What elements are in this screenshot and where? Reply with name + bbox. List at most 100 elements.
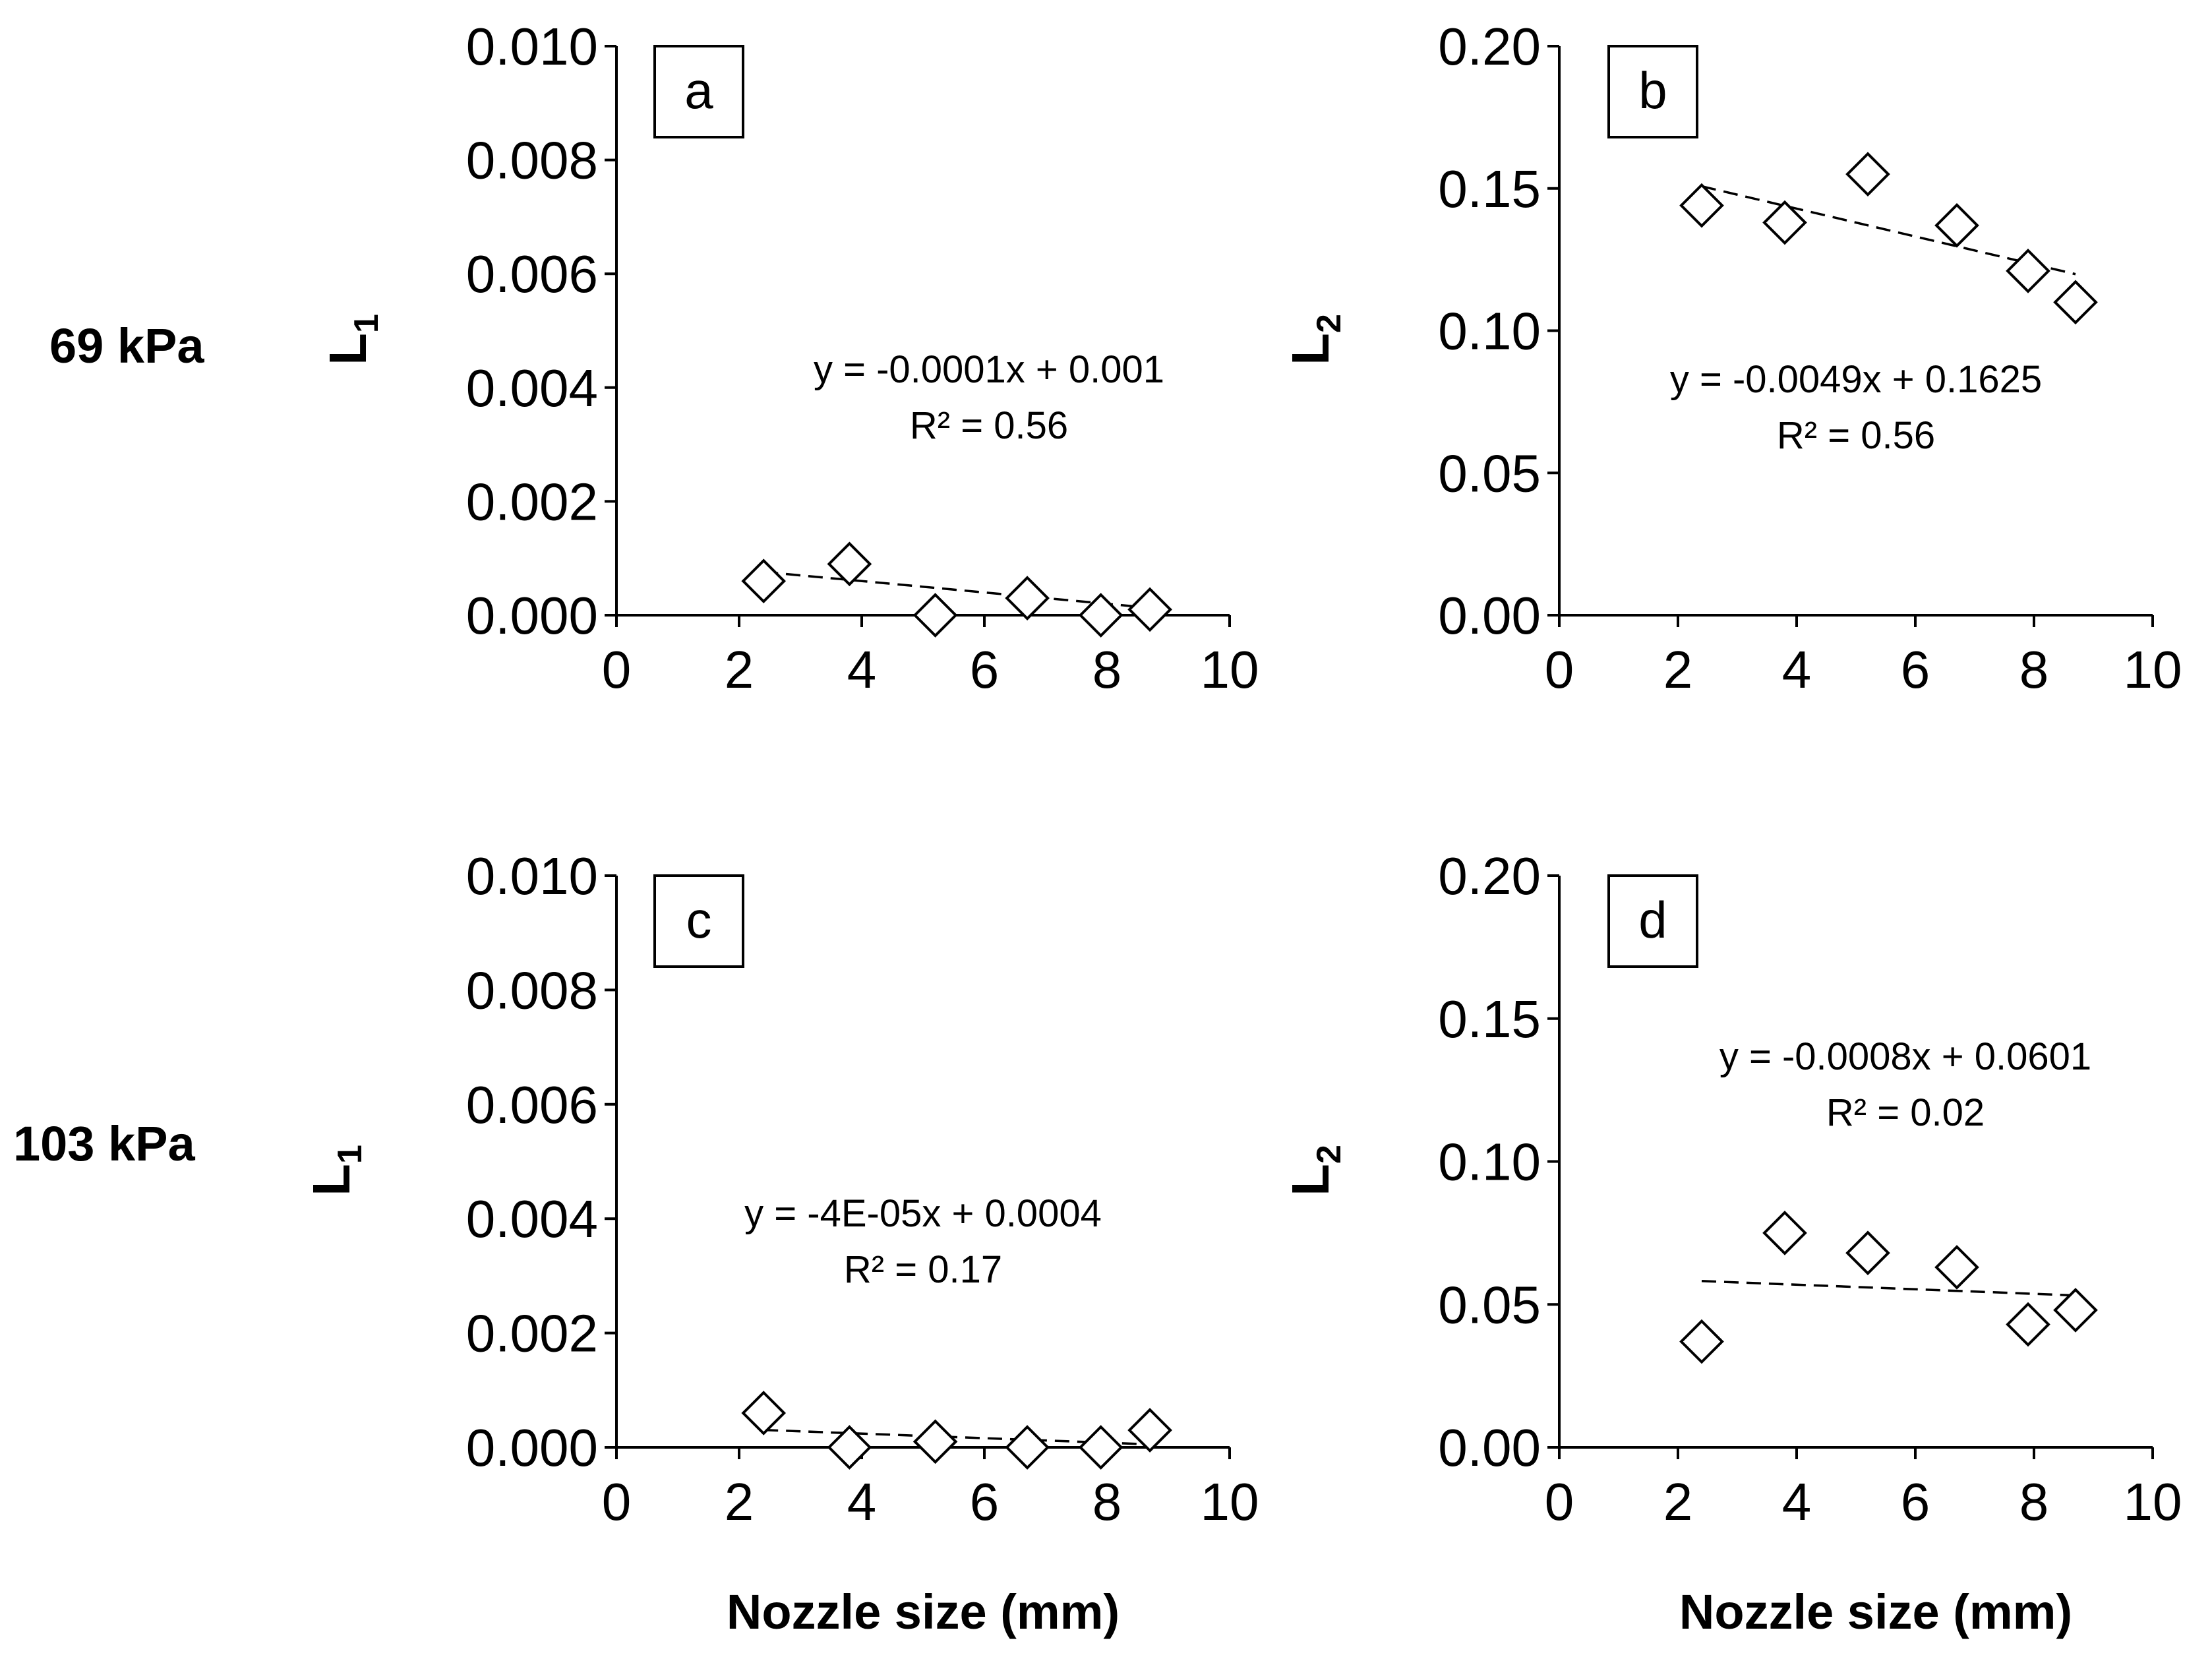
x-tick-label: 10	[1201, 1472, 1259, 1531]
r-squared-label: R² = 0.17	[844, 1248, 1002, 1291]
x-tick-label: 0	[1545, 1472, 1574, 1531]
y-axis-label-subscript: 2	[1310, 314, 1348, 333]
x-tick-label: 10	[2124, 640, 2182, 699]
data-point	[1078, 593, 1123, 638]
y-axis-label-main: L	[318, 333, 377, 365]
data-point	[1005, 1425, 1050, 1470]
y-tick-label: 0.006	[466, 245, 598, 303]
y-tick-label: 0.002	[466, 472, 598, 531]
trendline	[763, 570, 1151, 609]
y-tick-label: 0.20	[1438, 17, 1541, 76]
data-point	[912, 1419, 958, 1464]
data-point	[1845, 1230, 1890, 1276]
y-axis-label: L2	[1281, 1145, 1348, 1196]
y-tick-label: 0.008	[466, 961, 598, 1019]
x-tick-label: 4	[1782, 640, 1812, 699]
y-tick-label: 0.00	[1438, 1418, 1541, 1477]
x-tick-label: 6	[1901, 1472, 1930, 1531]
panel-letter: b	[1638, 61, 1667, 119]
x-tick-label: 10	[2124, 1472, 2182, 1531]
y-tick-label: 0.010	[466, 847, 598, 905]
y-tick-label: 0.010	[466, 17, 598, 76]
trendline-equation: y = -4E-05x + 0.0004	[744, 1192, 1102, 1235]
y-tick-label: 0.008	[466, 131, 598, 190]
y-tick-label: 0.006	[466, 1075, 598, 1134]
y-axis-label: L1	[318, 314, 386, 365]
y-axis-label-main: L	[302, 1164, 361, 1196]
data-point	[1679, 183, 1724, 228]
x-tick-label: 0	[602, 1472, 632, 1531]
y-tick-label: 0.20	[1438, 847, 1541, 905]
data-point	[827, 1425, 872, 1470]
trendline-equation: y = -0.0049x + 0.1625	[1670, 358, 2042, 401]
y-axis-label-main: L	[1281, 1164, 1340, 1196]
y-tick-label: 0.15	[1438, 990, 1541, 1048]
r-squared-label: R² = 0.02	[1826, 1091, 1985, 1134]
panel-letter: a	[684, 61, 713, 119]
x-tick-label: 2	[725, 1472, 754, 1531]
trendline-equation: y = -0.0008x + 0.0601	[1719, 1035, 2091, 1078]
y-tick-label: 0.05	[1438, 444, 1541, 502]
y-axis-label: L1	[302, 1145, 369, 1196]
y-tick-label: 0.15	[1438, 160, 1541, 218]
y-axis-label-subscript: 2	[1310, 1145, 1348, 1164]
y-axis-label: L2	[1281, 314, 1348, 365]
data-point	[2006, 249, 2050, 293]
y-tick-label: 0.004	[466, 359, 598, 417]
data-point	[912, 593, 958, 638]
x-tick-label: 2	[1663, 1472, 1693, 1531]
data-point	[1679, 1319, 1724, 1364]
trendline	[1701, 1280, 2076, 1297]
data-point	[1934, 1245, 1979, 1290]
x-tick-label: 0	[1545, 640, 1574, 699]
data-point	[1127, 1408, 1172, 1453]
panel-a: 0.000 0.002 0.004 0.006 0.008 0.010 0 2 4 6 8 10 L1 a…	[318, 17, 1259, 699]
y-axis-label-subscript: 1	[347, 314, 386, 333]
x-tick-label: 2	[1663, 640, 1693, 699]
x-tick-label: 4	[1782, 1472, 1812, 1531]
panel-letter: d	[1638, 891, 1667, 949]
panel-c: 0.000 0.002 0.004 0.006 0.008 0.010 0 2 4 6 8 10 L1 c…	[302, 847, 1259, 1531]
trendline-equation: y = -0.0001x + 0.001	[814, 348, 1164, 391]
x-axis-label-left: Nozzle size (mm)	[727, 1584, 1120, 1639]
data-point	[2053, 280, 2098, 325]
x-tick-label: 6	[1901, 640, 1930, 699]
y-tick-label: 0.10	[1438, 302, 1541, 361]
y-tick-label: 0.00	[1438, 586, 1541, 645]
panel-letter-box	[653, 45, 744, 138]
row-label-103kpa: 103 kPa	[13, 1116, 196, 1171]
y-tick-label: 0.004	[466, 1190, 598, 1248]
y-tick-label: 0.000	[466, 1418, 598, 1477]
x-tick-label: 4	[847, 1472, 877, 1531]
panel-letter: c	[686, 891, 712, 949]
y-axis-label-main: L	[1281, 333, 1340, 365]
x-tick-label: 0	[602, 640, 632, 699]
panel-letter-box	[1607, 874, 1698, 968]
panel-letter-box	[653, 874, 744, 968]
r-squared-label: R² = 0.56	[1777, 414, 1935, 457]
r-squared-label: R² = 0.56	[910, 404, 1068, 447]
x-tick-label: 10	[1201, 640, 1259, 699]
y-tick-label: 0.000	[466, 586, 598, 645]
x-tick-label: 4	[847, 640, 877, 699]
x-tick-label: 2	[725, 640, 754, 699]
data-point	[741, 558, 787, 604]
y-tick-label: 0.10	[1438, 1133, 1541, 1191]
x-tick-label: 8	[1092, 1472, 1122, 1531]
x-tick-label: 6	[970, 1472, 1000, 1531]
data-point	[1762, 1211, 1807, 1255]
x-tick-label: 8	[1092, 640, 1122, 699]
x-tick-label: 8	[2019, 1472, 2049, 1531]
data-point	[1127, 587, 1172, 632]
y-axis-label-subscript: 1	[331, 1145, 369, 1164]
data-point	[1005, 576, 1050, 620]
x-axis-label-right: Nozzle size (mm)	[1679, 1584, 2072, 1639]
y-tick-label: 0.05	[1438, 1275, 1541, 1334]
data-point	[741, 1391, 787, 1435]
data-point	[827, 541, 872, 587]
data-point	[1845, 152, 1890, 197]
data-point	[1934, 203, 1979, 248]
